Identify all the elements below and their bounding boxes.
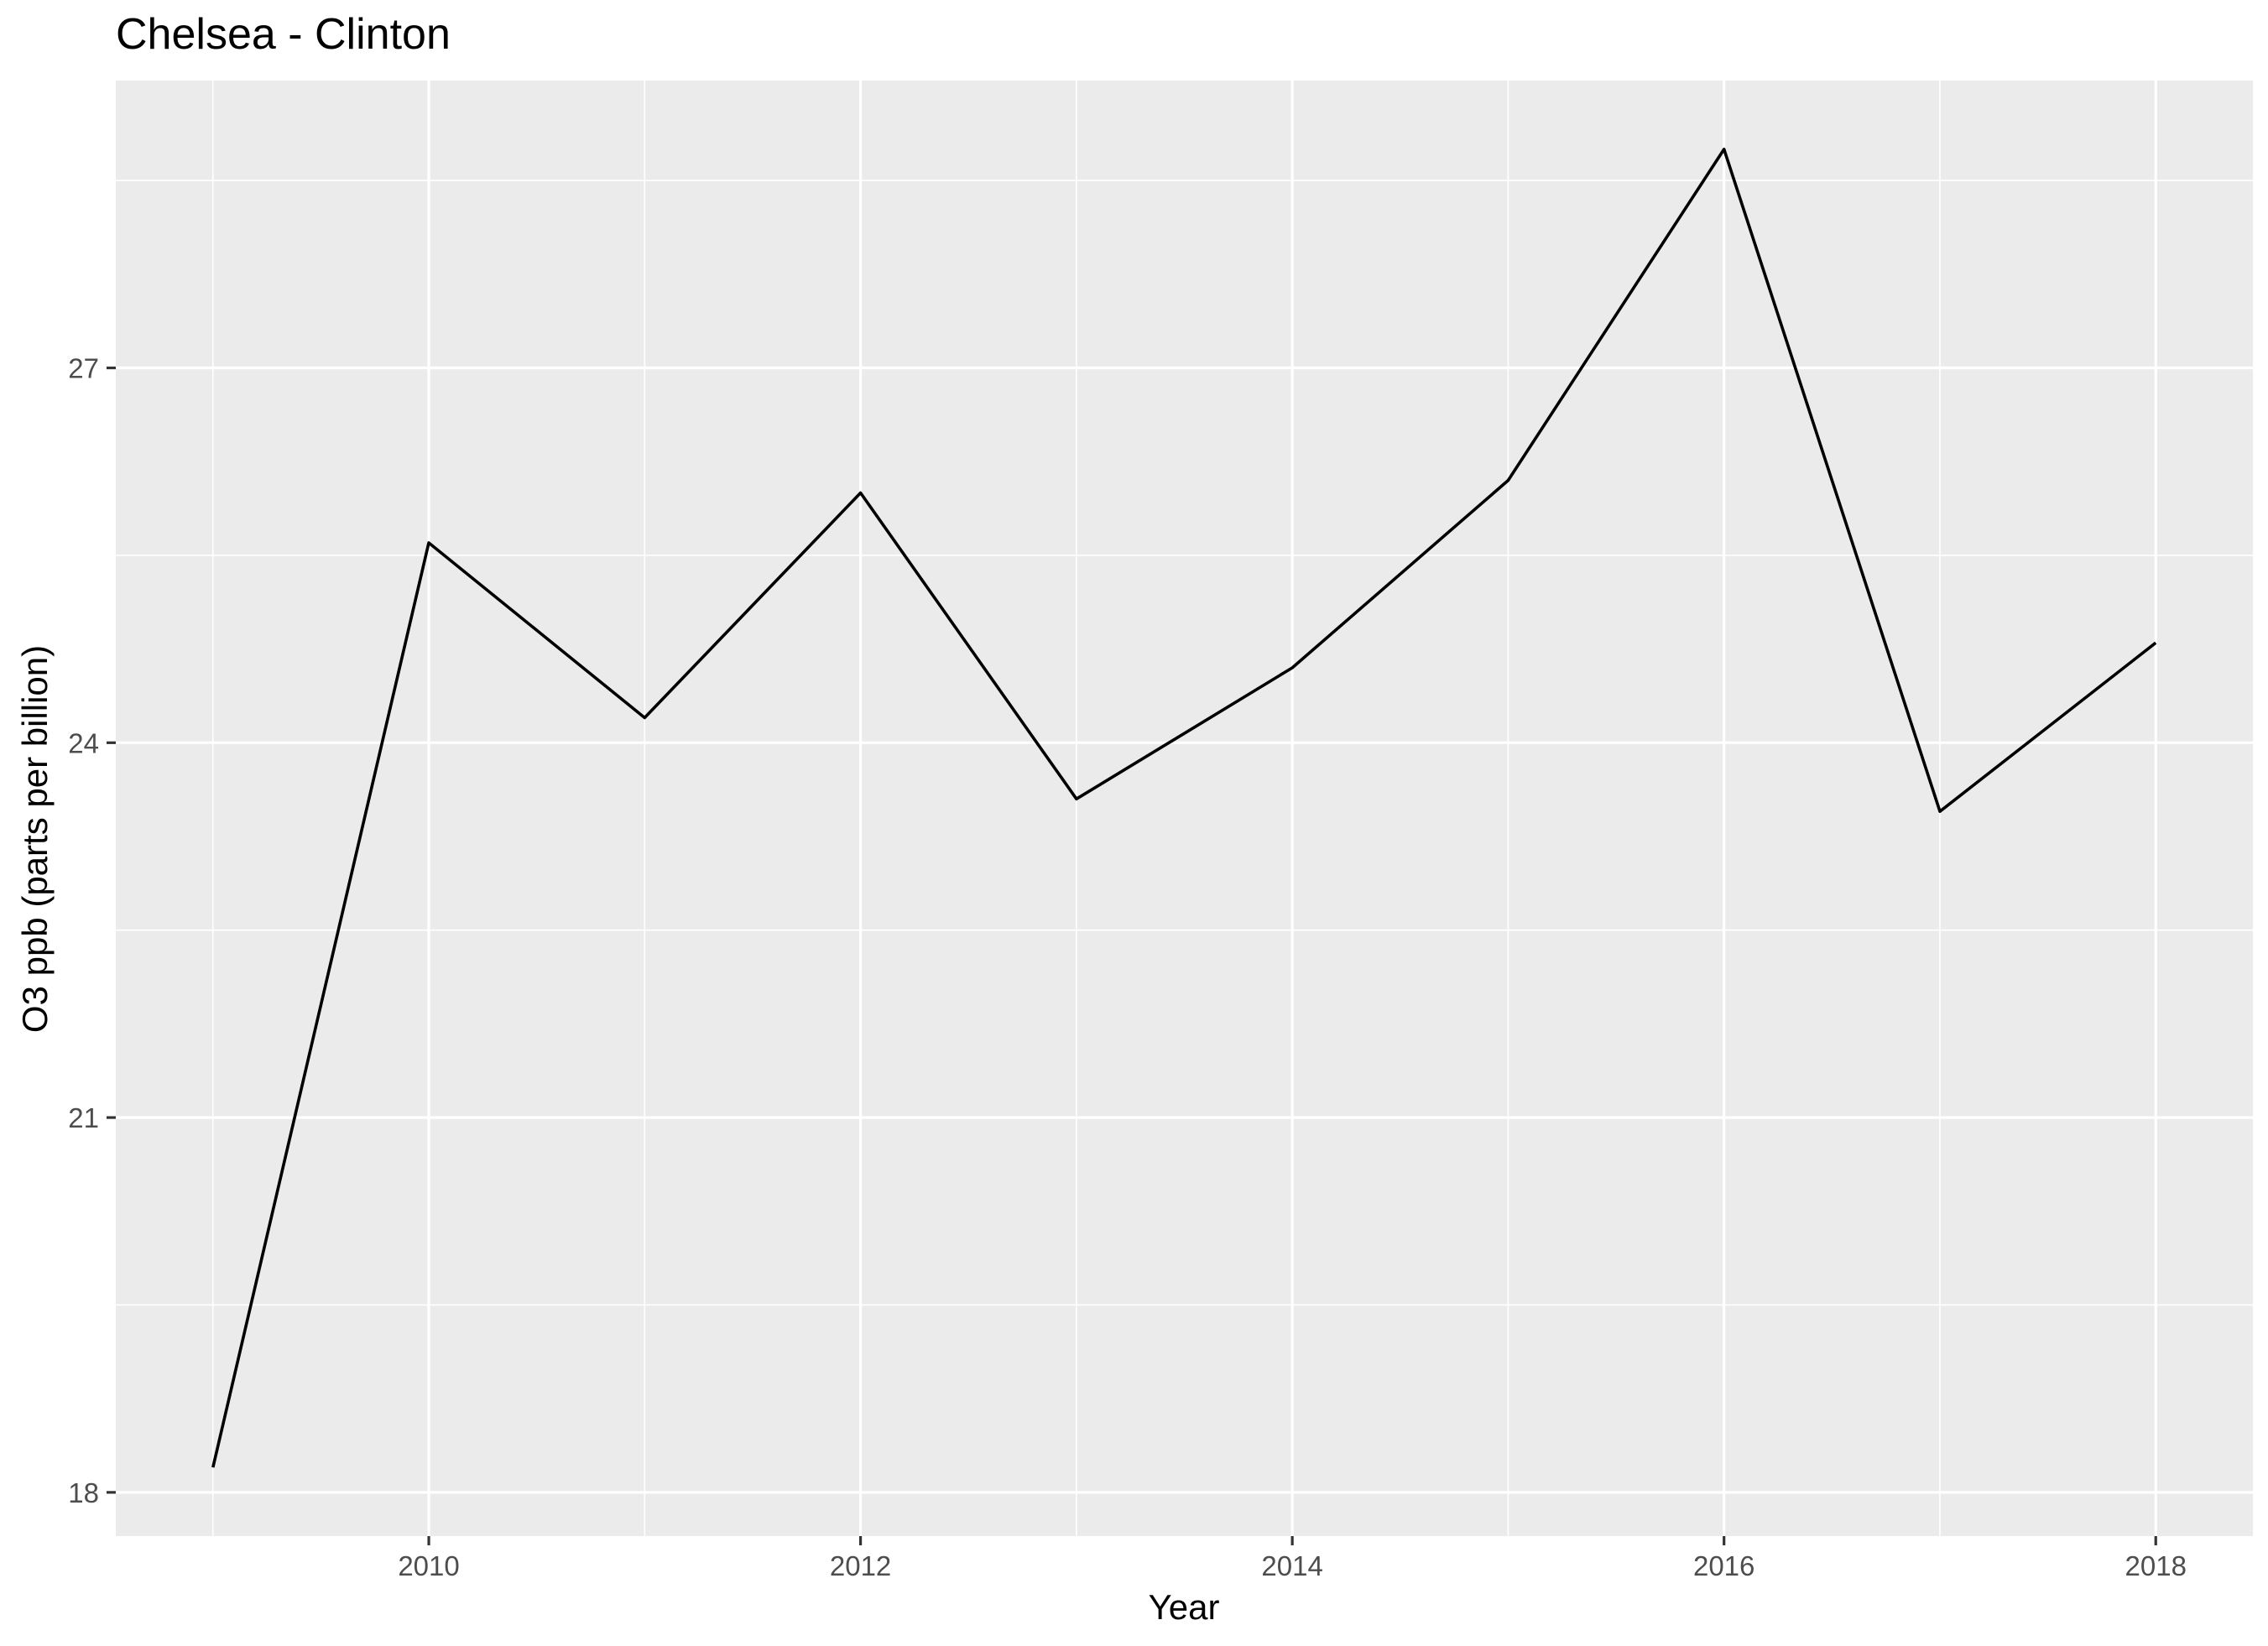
x-tick-label: 2016 [1693,1550,1754,1581]
x-tick-label: 2012 [830,1550,891,1581]
series-line [211,148,2157,1468]
y-tick-label: 27 [68,353,99,384]
plot-panel [116,81,2253,1536]
x-axis: 2010 2012 2014 2016 2018 [398,1536,2187,1581]
x-axis-title: Year [1149,1587,1220,1627]
x-tick-label: 2014 [1261,1550,1322,1581]
major-gridlines [116,81,2253,1536]
chart-title: Chelsea - Clinton [116,10,451,59]
y-axis: 18 21 24 27 [68,353,116,1508]
y-tick-label: 21 [68,1102,99,1133]
x-tick-label: 2010 [398,1550,459,1581]
y-tick-label: 24 [68,727,99,758]
series-group [211,148,2157,1468]
y-axis-title: O3 ppb (parts per billion) [15,645,55,1033]
y-tick-label: 18 [68,1477,99,1508]
x-tick-label: 2018 [2125,1550,2187,1581]
